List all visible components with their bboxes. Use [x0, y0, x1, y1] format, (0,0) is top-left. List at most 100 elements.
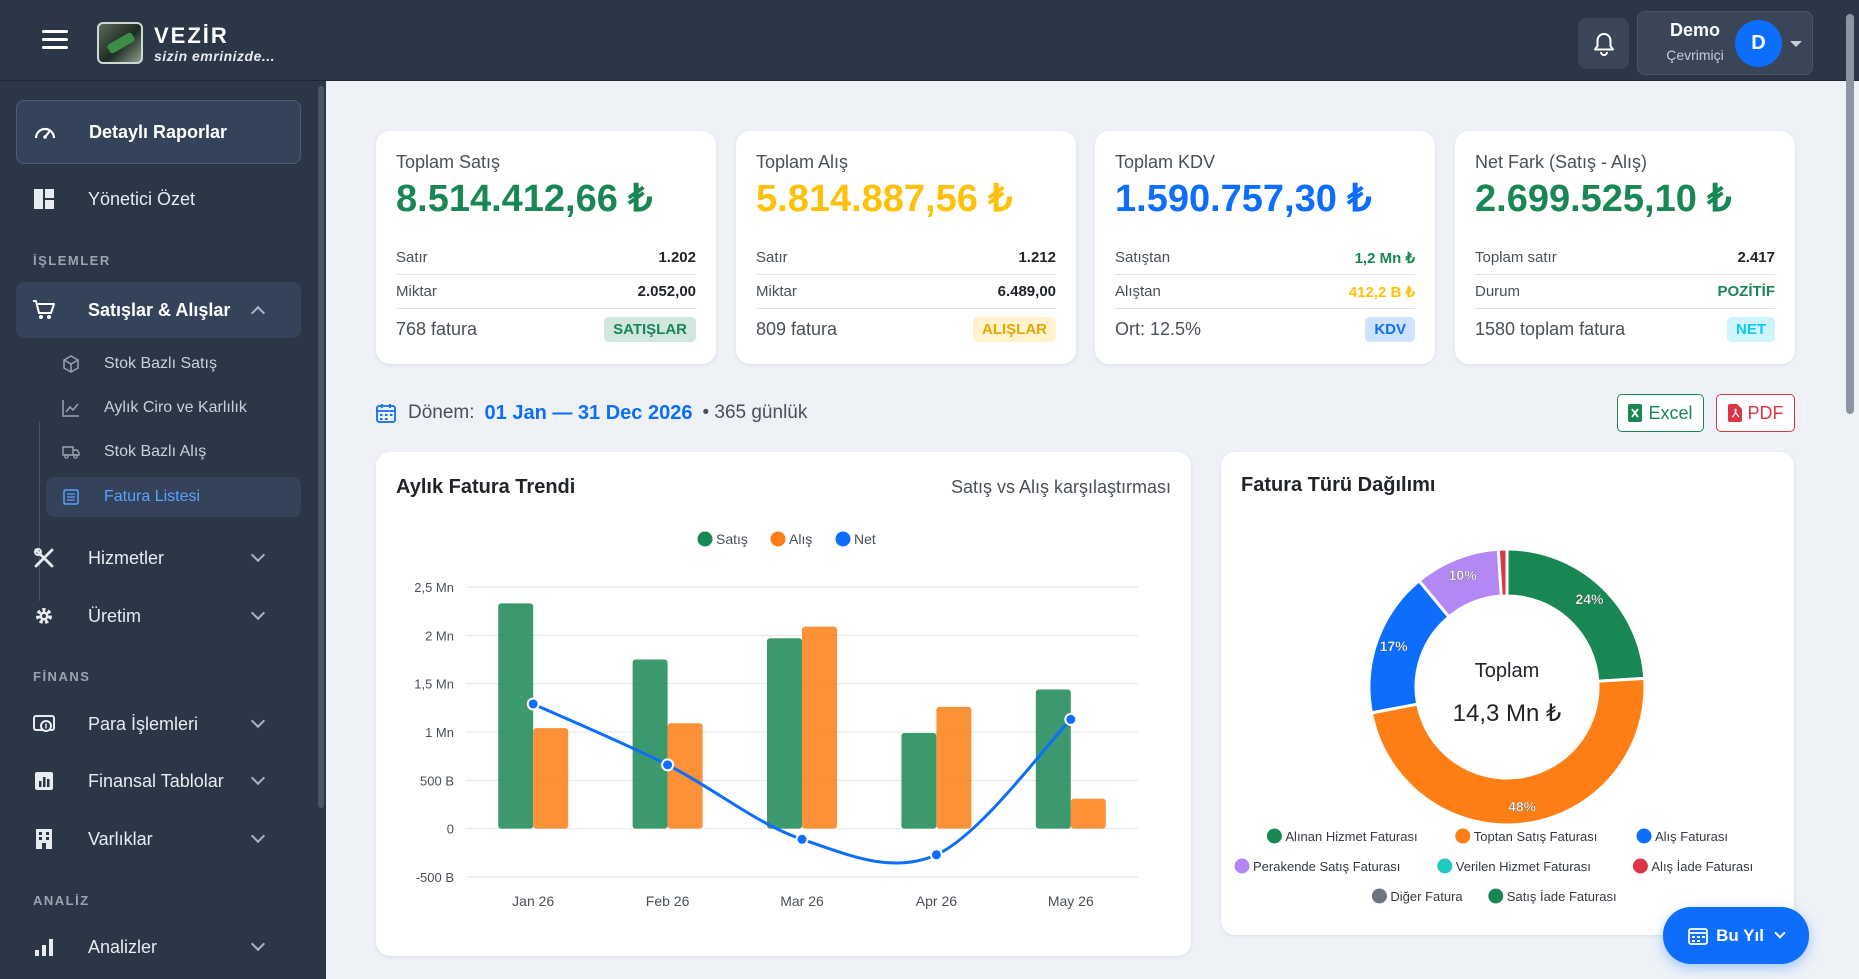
- kpi-row-value: 2.417: [1737, 249, 1775, 266]
- app-logo: [97, 22, 143, 64]
- kpi-row-value: 2.052,00: [637, 283, 696, 300]
- kpi-title: Toplam Alış: [756, 152, 849, 172]
- kpi-row: Durum POZİTİF: [1475, 275, 1775, 309]
- period-select-button[interactable]: Bu Yıl: [1663, 907, 1809, 964]
- sidebar-item-detayli-raporlar[interactable]: Detaylı Raporlar: [16, 100, 301, 164]
- point-net: [661, 758, 675, 772]
- kpi-row-value: 1,2 Mn ₺: [1354, 249, 1415, 267]
- trend-chart: 2,5 Mn 2 Mn 1,5 Mn 1 Mn 500 B 0 -500 B Jan 26 Fe…: [414, 531, 1138, 909]
- menu-toggle-icon[interactable]: [42, 30, 68, 50]
- legend-marker: [1455, 828, 1471, 844]
- box-icon: [62, 355, 80, 373]
- x-tick-label: Feb 26: [646, 893, 690, 909]
- legend-label: Alış İade Faturası: [1651, 859, 1753, 874]
- kpi-footer: Ort: 12.5% KDV: [1115, 314, 1415, 344]
- submenu-item-aylik-ciro[interactable]: Aylık Ciro ve Karlılık: [46, 388, 301, 428]
- user-menu[interactable]: Demo Çevrimiçi D: [1637, 11, 1813, 75]
- kpi-footer-text: Ort: 12.5%: [1115, 318, 1202, 339]
- donut-center-label: Toplam: [1475, 660, 1539, 682]
- page-scrollbar[interactable]: [1846, 14, 1854, 414]
- sidebar-item-label: Yönetici Özet: [88, 188, 196, 209]
- period-label: Dönem:: [408, 402, 475, 423]
- kpi-row: Satır 1.212: [756, 241, 1056, 275]
- status-badge: KDV: [1365, 316, 1415, 342]
- legend-marker: [1371, 888, 1387, 904]
- gauge-icon: [33, 120, 57, 144]
- status-badge: ALIŞLAR: [973, 316, 1056, 342]
- signal-bars-icon: [32, 935, 56, 959]
- app-tagline: sizin emrinizde...: [154, 48, 276, 64]
- brand: VEZİR sizin emrinizde...: [154, 23, 276, 65]
- building-icon: [32, 827, 56, 851]
- legend-label: Net: [854, 531, 876, 547]
- sidebar-item-finansal-tablolar[interactable]: Finansal Tablolar: [16, 751, 301, 811]
- y-tick-label: 2,5 Mn: [414, 580, 454, 595]
- legend-marker: [1234, 858, 1250, 874]
- chevron-up-icon: [250, 305, 266, 321]
- legend-label: Toptan Satış Faturası: [1474, 829, 1598, 844]
- app-name: VEZİR: [154, 23, 229, 48]
- sidebar-item-para-islemleri[interactable]: Para İşlemleri: [16, 694, 301, 754]
- kpi-card-satis: Toplam Satış 8.514.412,66 ₺ Satır 1.202 M…: [376, 131, 716, 364]
- submenu-item-label: Stok Bazlı Alış: [104, 443, 207, 460]
- legend-marker: [835, 531, 851, 547]
- sidebar-scrollbar[interactable]: [318, 86, 324, 808]
- kpi-title: Net Fark (Satış - Alış): [1475, 152, 1648, 172]
- kpi-title: Toplam Satış: [396, 152, 501, 172]
- slice: [1496, 547, 1509, 598]
- kpi-row-value: 1.202: [658, 249, 696, 266]
- point-net: [795, 832, 809, 846]
- chevron-down-icon: [250, 547, 266, 563]
- submenu-item-label: Fatura Listesi: [104, 488, 201, 505]
- notifications-button[interactable]: [1578, 18, 1629, 69]
- slice: [1369, 676, 1647, 827]
- cart-icon: [32, 298, 56, 322]
- sidebar-item-varliklar[interactable]: Varlıklar: [16, 809, 301, 869]
- sidebar-item-hizmetler[interactable]: Hizmetler: [16, 528, 301, 588]
- submenu-item-fatura-listesi[interactable]: Fatura Listesi: [46, 477, 301, 517]
- legend-marker: [1266, 828, 1282, 844]
- kpi-row-value: 1.212: [1018, 249, 1056, 266]
- user-name: Demo: [1669, 20, 1720, 40]
- sidebar-item-label: Analizler: [88, 936, 158, 957]
- sidebar-item-analizler[interactable]: Analizler: [16, 917, 301, 977]
- kpi-card-kdv: Toplam KDV 1.590.757,30 ₺ Satıştan 1,2 Mn…: [1095, 131, 1435, 364]
- submenu-guide-line: [39, 421, 40, 601]
- period-select-label: Bu Yıl: [1716, 925, 1764, 945]
- list-icon: [62, 488, 80, 506]
- kpi-footer-text: 1580 toplam fatura: [1475, 318, 1626, 339]
- legend-label: Alınan Hizmet Faturası: [1285, 829, 1417, 844]
- sidebar-item-uretim[interactable]: Üretim: [16, 586, 301, 646]
- legend-marker: [697, 531, 713, 547]
- export-excel-button[interactable]: Excel: [1617, 394, 1704, 432]
- bell-icon: [1593, 32, 1614, 56]
- kpi-row-key: Alıştan: [1115, 283, 1161, 300]
- legend-marker: [1636, 828, 1652, 844]
- legend-marker: [770, 531, 786, 547]
- kpi-row: Alıştan 412,2 B ₺: [1115, 275, 1415, 309]
- kpi-value: 5.814.887,56 ₺: [756, 178, 1013, 220]
- legend-label: Alış Faturası: [1655, 829, 1728, 844]
- legend-label: Verilen Hizmet Faturası: [1456, 859, 1591, 874]
- kpi-row: Satır 1.202: [396, 241, 696, 275]
- bar-alış: [533, 728, 569, 829]
- sidebar-item-yonetici-ozet[interactable]: Yönetici Özet: [16, 169, 301, 229]
- donut-chart-panel: Fatura Türü Dağılımı 24% 48% 17% 10% Toplam 1…: [1221, 452, 1794, 935]
- bar-satış: [632, 659, 668, 829]
- sidebar-item-satislar-alislar[interactable]: Satışlar & Alışlar: [16, 282, 301, 338]
- submenu-item-stok-bazli-satis[interactable]: Stok Bazlı Satış: [46, 344, 301, 384]
- user-status: Çevrimiçi: [1666, 47, 1724, 63]
- kpi-row-key: Durum: [1475, 283, 1521, 300]
- legend-marker: [1488, 888, 1504, 904]
- sidebar-item-label: Üretim: [88, 605, 141, 626]
- sidebar-item-label: Para İşlemleri: [88, 713, 199, 734]
- chevron-down-icon: [250, 828, 266, 844]
- slice-label: 24%: [1575, 591, 1604, 607]
- export-pdf-button[interactable]: PDF: [1716, 394, 1795, 432]
- legend-marker: [1437, 858, 1453, 874]
- x-tick-label: Jan 26: [512, 893, 554, 909]
- caret-down-icon: [1790, 41, 1802, 47]
- chevron-down-icon: [1774, 927, 1786, 939]
- bar-satış: [498, 603, 534, 829]
- submenu-item-stok-bazli-alis[interactable]: Stok Bazlı Alış: [46, 432, 301, 472]
